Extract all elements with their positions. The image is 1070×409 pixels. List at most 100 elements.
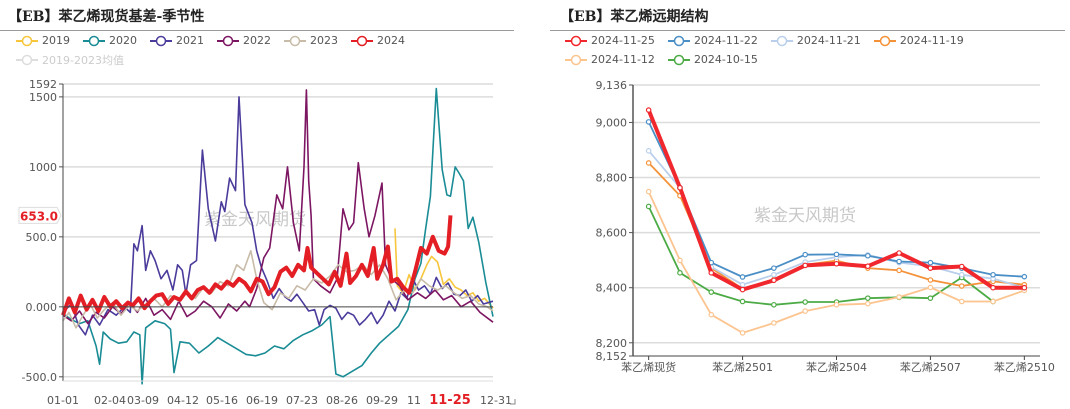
legend-marker-icon <box>667 35 690 46</box>
legend-item-2024[interactable]: 2024 <box>351 33 405 48</box>
legend-item-2023[interactable]: 2023 <box>284 33 338 48</box>
data-point <box>802 299 808 305</box>
legend-marker-icon <box>873 35 896 46</box>
legend-marker-icon <box>150 35 172 46</box>
legend-item-2024-11-25[interactable]: 2024-11-25 <box>565 33 655 48</box>
legend-label: 2024-11-21 <box>796 34 861 47</box>
forward-curve-panel: 【EB】苯乙烯远期结构 2024-11-25 2024-11-22 2024-11-… <box>540 0 1070 409</box>
data-point <box>802 251 808 258</box>
y-tick-label: 500.0 <box>26 231 58 244</box>
data-point <box>865 263 871 270</box>
y-tick-label: 1000 <box>29 161 57 174</box>
legend-label: 2020 <box>109 34 137 47</box>
basis-seasonality-panel: 【EB】苯乙烯现货基差-季节性 2019 2020 2021 2022 2023 2024… <box>0 0 520 409</box>
y-tick-label: 1500 <box>29 91 57 104</box>
y-tick-label: 0.000 <box>26 301 58 314</box>
x-tick-label: 07-23 <box>286 394 318 407</box>
x-tick-label: 01-01 <box>47 394 79 407</box>
legend-item-2021[interactable]: 2021 <box>150 33 204 48</box>
legend-item-2019-2023均值[interactable]: 2019-2023均值 <box>16 52 124 67</box>
data-point <box>927 284 934 291</box>
data-point <box>990 271 996 278</box>
legend-item-2020[interactable]: 2020 <box>83 33 137 48</box>
x-tick-label: 06-19 <box>246 394 278 407</box>
data-point <box>739 330 746 336</box>
legend-label: 2021 <box>176 34 204 47</box>
legend-marker-icon <box>770 35 793 46</box>
data-point <box>708 311 715 318</box>
data-point <box>833 251 840 258</box>
title-divider <box>0 30 514 31</box>
legend-item-2024-11-21[interactable]: 2024-11-21 <box>770 33 861 48</box>
legend-marker-icon <box>284 35 306 46</box>
data-point <box>1021 273 1028 280</box>
data-point <box>739 286 746 293</box>
data-point <box>958 263 965 270</box>
y-tick-label: -500.0 <box>22 371 57 384</box>
data-point <box>739 274 746 280</box>
chart-title: 【EB】苯乙烯现货基差-季节性 <box>8 9 205 25</box>
y-tick-label: 8,600 <box>596 227 628 240</box>
data-point <box>896 258 902 265</box>
data-point <box>771 301 777 308</box>
data-point <box>771 271 777 278</box>
data-point <box>645 160 652 166</box>
resize-corner-icon <box>510 399 516 405</box>
x-tick-label: 11 <box>407 394 421 407</box>
data-point <box>739 298 746 305</box>
data-point <box>958 298 965 305</box>
y-tick-label: 8,400 <box>596 282 628 295</box>
data-point <box>645 119 652 125</box>
data-point <box>771 277 777 284</box>
legend-item-2024-11-19[interactable]: 2024-11-19 <box>873 33 964 48</box>
legend-item-2024-10-15[interactable]: 2024-10-15 <box>667 52 758 67</box>
y-tick-label: 9,136 <box>596 79 628 92</box>
data-point <box>677 184 683 191</box>
data-point <box>645 107 652 113</box>
data-point <box>896 250 902 256</box>
title-divider <box>550 30 1065 31</box>
x-tick-label: 苯乙烯2501 <box>712 360 773 374</box>
x-tick-label: 苯乙烯现货 <box>621 360 676 374</box>
data-point <box>927 295 934 301</box>
legend-item-2019[interactable]: 2019 <box>16 33 70 48</box>
watermark: 紫金天风期货 <box>754 206 856 226</box>
data-point <box>677 270 683 276</box>
legend-label: 2024-10-15 <box>693 53 758 66</box>
legend: 2019 2020 2021 2022 2023 2024 2019-2023均值 <box>16 33 516 67</box>
legend-item-2024-11-22[interactable]: 2024-11-22 <box>667 33 758 48</box>
data-point <box>896 294 902 300</box>
legend-marker-icon <box>351 35 373 46</box>
y-tick-label: 8,152 <box>596 350 628 363</box>
legend-item-2022[interactable]: 2022 <box>217 33 271 48</box>
legend-label: 2024-11-12 <box>591 53 655 66</box>
data-point <box>771 265 777 271</box>
legend-item-2024-11-12[interactable]: 2024-11-12 <box>565 52 655 67</box>
data-point <box>833 260 840 267</box>
data-point <box>865 252 871 259</box>
x-tick-label: 苯乙烯2507 <box>900 360 961 374</box>
data-point <box>645 148 652 154</box>
legend-marker-icon <box>565 35 587 46</box>
y-tick-label: 8,200 <box>596 337 628 350</box>
y-highlight-box <box>18 206 62 224</box>
x-tick-label: 05-16 <box>206 394 238 407</box>
data-point <box>927 259 934 266</box>
legend-label: 2023 <box>310 34 338 47</box>
legend-marker-icon <box>83 35 105 46</box>
data-point <box>990 298 996 305</box>
data-point <box>958 271 965 278</box>
data-point <box>708 289 715 295</box>
series-line-2020 <box>62 87 494 385</box>
legend-label: 2024 <box>377 34 405 47</box>
x-tick-label: 11-25 <box>429 393 471 408</box>
y-tick-label: 9,000 <box>596 116 628 129</box>
data-point <box>990 284 996 291</box>
data-point <box>645 188 652 195</box>
legend-marker-icon <box>16 35 38 46</box>
data-point <box>802 262 808 269</box>
chart-title: 【EB】苯乙烯远期结构 <box>560 9 709 25</box>
legend: 2024-11-25 2024-11-22 2024-11-21 2024-11-19… <box>565 33 1065 67</box>
x-tick-label: 02-04 <box>94 394 126 407</box>
